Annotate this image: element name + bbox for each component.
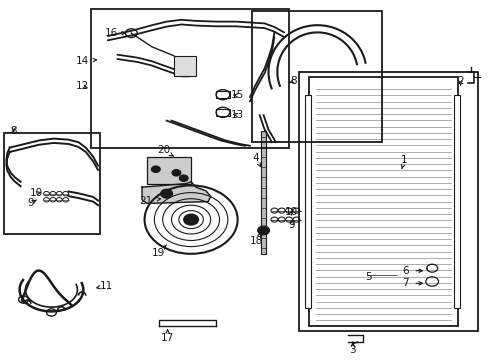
Text: 12: 12 <box>75 81 89 91</box>
Text: 2: 2 <box>457 76 464 86</box>
Text: 21: 21 <box>139 195 161 206</box>
Text: 6: 6 <box>402 266 422 276</box>
Text: 18: 18 <box>250 233 264 246</box>
Circle shape <box>151 166 160 172</box>
Text: 20: 20 <box>158 145 173 156</box>
Circle shape <box>161 189 172 198</box>
Circle shape <box>172 170 181 176</box>
Bar <box>174 56 196 76</box>
Bar <box>299 72 478 331</box>
Text: 11: 11 <box>97 281 114 291</box>
Text: 16: 16 <box>105 28 125 38</box>
Circle shape <box>258 226 270 235</box>
Text: 8: 8 <box>10 126 17 136</box>
Text: 4: 4 <box>252 153 261 167</box>
Bar <box>91 9 289 148</box>
Text: 9: 9 <box>27 198 36 208</box>
Bar <box>252 11 382 142</box>
Bar <box>147 157 191 184</box>
Text: 19: 19 <box>151 245 167 258</box>
Text: 9: 9 <box>288 220 295 230</box>
Text: 8: 8 <box>290 76 297 86</box>
Bar <box>4 133 100 234</box>
Text: 15: 15 <box>231 90 245 100</box>
Text: 5: 5 <box>365 272 372 282</box>
Polygon shape <box>142 182 211 203</box>
Bar <box>216 91 230 98</box>
Text: 10: 10 <box>30 188 43 198</box>
Bar <box>261 131 266 254</box>
Circle shape <box>184 214 198 225</box>
Text: 10: 10 <box>285 207 298 217</box>
Circle shape <box>179 175 188 181</box>
Bar <box>454 95 460 308</box>
Text: 14: 14 <box>75 56 97 66</box>
Text: 7: 7 <box>402 278 422 288</box>
Text: 3: 3 <box>349 342 356 355</box>
Text: 13: 13 <box>231 110 245 120</box>
Bar <box>305 95 311 308</box>
Bar <box>216 109 230 116</box>
Bar <box>309 77 458 326</box>
Text: 17: 17 <box>161 329 174 343</box>
Text: 1: 1 <box>401 155 408 168</box>
